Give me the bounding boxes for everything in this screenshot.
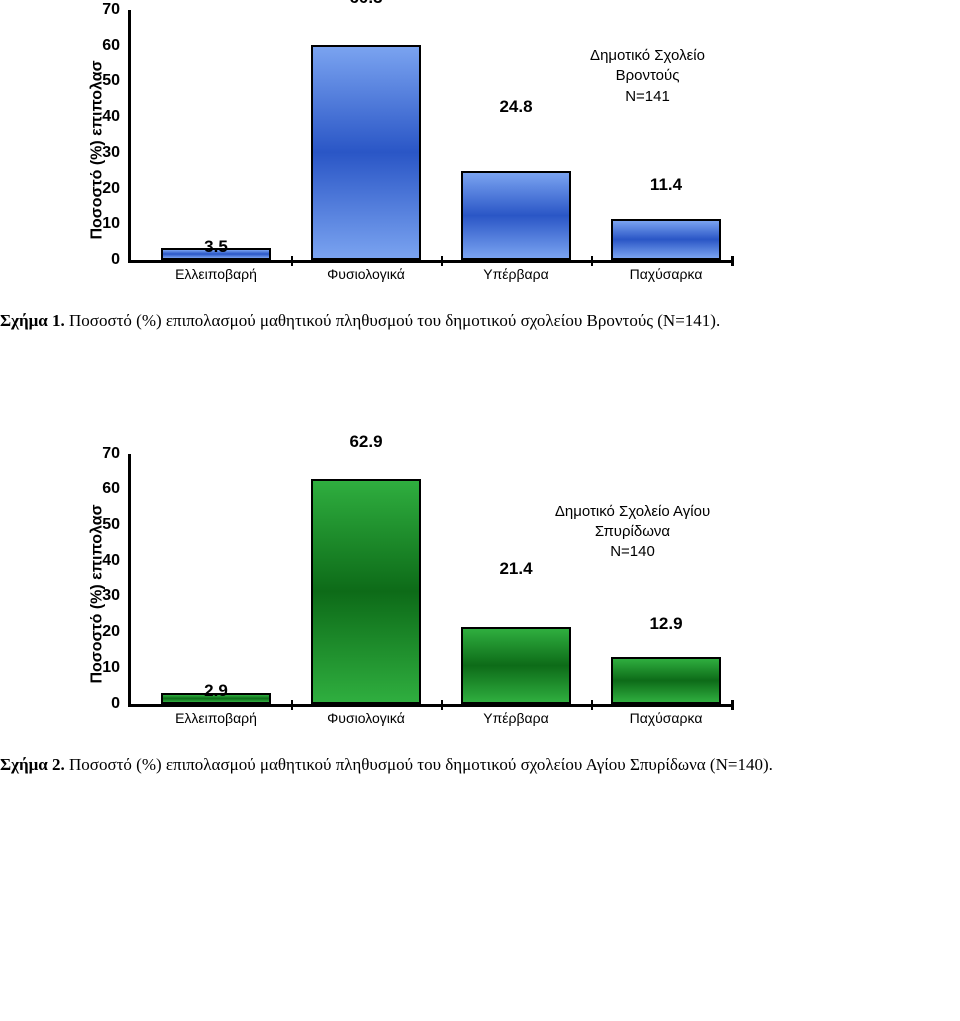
chart-2-bar [611, 657, 721, 703]
chart-2-x-category: Παχύσαρκα [630, 710, 703, 726]
chart-1-ytick: 60 [90, 37, 120, 55]
chart-2-ytick: 20 [90, 623, 120, 641]
chart-1-block: Ποσοστό (%) επιπολασ 010203040506070 3.5… [0, 0, 960, 334]
chart-1-ytick: 0 [90, 251, 120, 269]
chart-2-legend-line1: Δημοτικό Σχολείο Αγίου Σπυρίδωνα [555, 503, 710, 540]
chart-1-value-label: 11.4 [650, 175, 682, 195]
chart-2-value-label: 2.9 [204, 681, 228, 701]
chart-2-x-category: Φυσιολογικά [327, 710, 405, 726]
chart-1-ytick: 20 [90, 180, 120, 198]
chart-2-area: Ποσοστό (%) επιπολασ 010203040506070 2.9… [90, 454, 730, 734]
chart-1-bar [461, 171, 571, 260]
chart-2-caption: Σχήμα 2. Ποσοστό (%) επιπολασμού μαθητικ… [0, 752, 960, 778]
chart-1-bar [611, 219, 721, 260]
chart-2-x-tick [591, 700, 593, 710]
chart-1-ytick: 10 [90, 215, 120, 233]
chart-2-legend-line2: N=140 [610, 543, 655, 560]
chart-1-area: Ποσοστό (%) επιπολασ 010203040506070 3.5… [90, 10, 730, 290]
chart-1-caption-text: Ποσοστό (%) επιπολασμού μαθητικού πληθυσ… [65, 311, 720, 330]
chart-2-caption-text: Ποσοστό (%) επιπολασμού μαθητικού πληθυσ… [65, 755, 773, 774]
spacer [0, 334, 960, 454]
chart-2-ytick: 70 [90, 445, 120, 463]
chart-2-value-label: 21.4 [499, 559, 532, 579]
chart-1-legend-line1: Δημοτικό Σχολείο Βροντούς [590, 47, 705, 84]
chart-1-legend: Δημοτικό Σχολείο Βροντούς N=141 [565, 46, 730, 107]
chart-1-x-tick [591, 256, 593, 266]
chart-1-ytick: 70 [90, 1, 120, 19]
chart-1-x-category: Φυσιολογικά [327, 266, 405, 282]
chart-2-caption-prefix: Σχήμα 2. [0, 755, 65, 774]
chart-1-ytick: 40 [90, 108, 120, 126]
chart-1-x-category: Υπέρβαρα [483, 266, 548, 282]
chart-2-ytick: 0 [90, 695, 120, 713]
chart-2-x-tick [441, 700, 443, 710]
chart-2-ytick: 30 [90, 587, 120, 605]
chart-1-value-label: 3.5 [204, 237, 228, 257]
chart-2-bar [461, 627, 571, 703]
chart-1-x-category: Ελλειποβαρή [175, 266, 257, 282]
chart-2-value-label: 62.9 [349, 432, 382, 452]
chart-1-x-tick [291, 256, 293, 266]
chart-2-ytick: 40 [90, 552, 120, 570]
chart-2-legend: Δημοτικό Σχολείο Αγίου Σπυρίδωνα N=140 [535, 502, 730, 563]
chart-1-x-category: Παχύσαρκα [630, 266, 703, 282]
chart-1-x-tick [441, 256, 443, 266]
chart-1-value-label: 60.3 [349, 0, 382, 8]
chart-2-block: Ποσοστό (%) επιπολασ 010203040506070 2.9… [0, 454, 960, 778]
chart-1-ytick: 50 [90, 72, 120, 90]
chart-1-caption-prefix: Σχήμα 1. [0, 311, 65, 330]
chart-2-plot: 2.9Ελλειποβαρή62.9Φυσιολογικά21.4Υπέρβαρ… [128, 454, 731, 707]
chart-2-x-tick [291, 700, 293, 710]
chart-2-x-category: Υπέρβαρα [483, 710, 548, 726]
chart-2-ytick: 50 [90, 516, 120, 534]
chart-1-legend-line2: N=141 [625, 88, 670, 105]
chart-1-caption: Σχήμα 1. Ποσοστό (%) επιπολασμού μαθητικ… [0, 308, 960, 334]
chart-2-value-label: 12.9 [649, 614, 682, 634]
chart-1-value-label: 24.8 [499, 97, 532, 117]
chart-1-bar [311, 45, 421, 260]
chart-2-ytick: 10 [90, 659, 120, 677]
chart-1-ytick: 30 [90, 144, 120, 162]
chart-2-bar [311, 479, 421, 704]
chart-2-x-category: Ελλειποβαρή [175, 710, 257, 726]
chart-2-ytick: 60 [90, 480, 120, 498]
